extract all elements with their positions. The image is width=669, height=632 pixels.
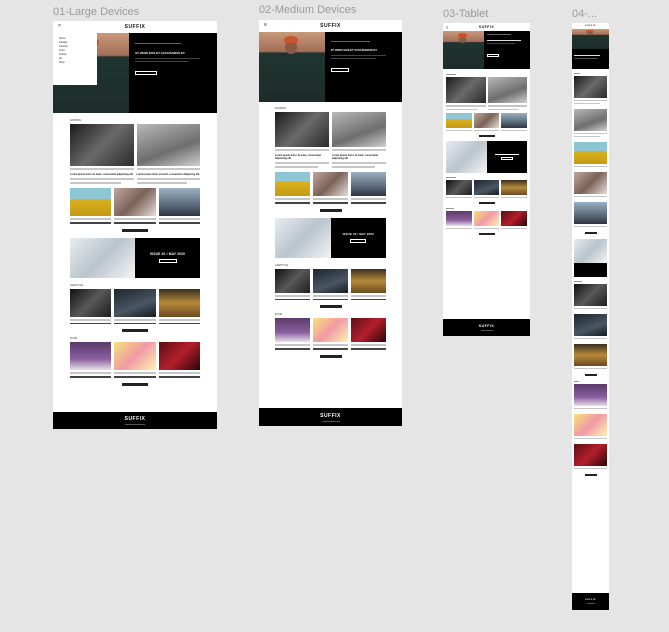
- menu-item[interactable]: Culture: [59, 53, 67, 56]
- article-title[interactable]: Lorem ipsum dolor sit amet, consectetur …: [136, 173, 200, 176]
- site-footer: SUFFIX: [572, 593, 609, 610]
- footer-logo[interactable]: SUFFIX: [478, 324, 495, 328]
- issue-title: ISSUE 20 / MAY 2020: [149, 252, 186, 256]
- load-more-button[interactable]: [122, 228, 148, 232]
- read-more-button[interactable]: [135, 70, 157, 75]
- menu-item[interactable]: Lifestyle: [59, 45, 68, 48]
- load-more-button[interactable]: [319, 208, 342, 212]
- section-label: FOOD: [275, 313, 283, 316]
- read-more-button[interactable]: [486, 54, 499, 57]
- section-label: FASHION: [70, 119, 81, 122]
- load-more-button[interactable]: [122, 382, 148, 386]
- issue-banner: ISSUE 20 / MAY 2020: [275, 217, 386, 258]
- read-more-button[interactable]: [330, 67, 349, 72]
- section-label: LIFESTYLE: [70, 283, 84, 287]
- hero-panel: AT VERO EOS ET ACCUSAMUS ET: [129, 33, 217, 113]
- issue-banner: ISSUE 20 / MAY 2020: [70, 237, 200, 278]
- menu-item[interactable]: Art: [59, 57, 63, 60]
- article-image: [70, 124, 134, 166]
- load-more-button[interactable]: [319, 305, 342, 308]
- magazine-image: [70, 237, 135, 278]
- menu-item[interactable]: Food: [59, 49, 65, 52]
- load-more-button[interactable]: [319, 354, 342, 358]
- menu-item[interactable]: Shop: [59, 61, 65, 64]
- article-card[interactable]: Lorem ipsum dolor sit amet, consectetur …: [136, 124, 200, 184]
- site-header: × SUFFIX: [53, 21, 217, 33]
- menu-item[interactable]: Home: [59, 37, 66, 40]
- section-label: FOOD: [70, 337, 78, 340]
- hero-image: [259, 32, 325, 102]
- site-footer: SUFFIX: [259, 408, 402, 426]
- issue-title: ISSUE 20 / MAY 2020: [342, 232, 374, 236]
- hero: AT VERO EOS ET ACCUSAMUS ET: [259, 32, 402, 102]
- footer-logo[interactable]: SUFFIX: [585, 599, 596, 601]
- article-title[interactable]: Lorem ipsum dolor sit amet, consectetur …: [70, 173, 133, 176]
- article-card[interactable]: Lorem ipsum dolor sit amet, consectetur …: [70, 124, 134, 184]
- site-header: SUFFIX: [572, 23, 609, 29]
- menu-item[interactable]: Fashion: [59, 41, 68, 44]
- site-logo[interactable]: SUFFIX: [320, 23, 341, 29]
- artboard-mobile[interactable]: SUFFIX SUFFIX: [572, 23, 609, 610]
- site-footer: SUFFIX: [53, 412, 217, 429]
- load-more-button[interactable]: [122, 329, 148, 332]
- article-image: [136, 124, 200, 166]
- nav-menu: Home Fashion Lifestyle Food Culture Art …: [53, 33, 97, 85]
- frame-label-large: 01-Large Devices: [53, 6, 140, 18]
- artboard-medium[interactable]: ≡ SUFFIX AT VERO EOS ET ACCUSAMUS ET FAS…: [259, 20, 402, 426]
- frame-label-mobile: 04-...: [572, 8, 598, 20]
- footer-logo[interactable]: SUFFIX: [320, 412, 341, 419]
- article-card[interactable]: Lorem ipsum dolor sit amet, consectetur …: [275, 112, 329, 168]
- article-card[interactable]: Lorem ipsum dolor sit amet, consectetur …: [332, 112, 386, 168]
- frame-label-medium: 02-Medium Devices: [259, 4, 357, 16]
- site-header: ≡ SUFFIX: [259, 20, 402, 32]
- subscribe-button[interactable]: [158, 259, 177, 263]
- frame-label-tablet: 03-Tablet: [443, 8, 489, 20]
- article-title[interactable]: Lorem ipsum dolor sit amet, consectetur …: [275, 154, 322, 160]
- article-title[interactable]: Lorem ipsum dolor sit amet, consectetur …: [332, 154, 379, 160]
- subscribe-button[interactable]: [350, 239, 367, 243]
- hamburger-icon[interactable]: ≡: [264, 22, 267, 28]
- hero-headline: AT VERO EOS ET ACCUSAMUS ET: [330, 48, 377, 52]
- hero-headline: AT VERO EOS ET ACCUSAMUS ET: [135, 51, 185, 55]
- hamburger-icon[interactable]: ≡: [446, 25, 449, 30]
- hero: [443, 31, 530, 69]
- site-header: ≡ SUFFIX: [443, 23, 530, 31]
- site-logo[interactable]: SUFFIX: [585, 25, 596, 27]
- site-logo[interactable]: SUFFIX: [478, 25, 495, 29]
- section-label: LIFESTYLE: [275, 263, 289, 267]
- close-icon[interactable]: ×: [58, 23, 61, 29]
- section-label: FASHION: [275, 107, 286, 110]
- site-logo[interactable]: SUFFIX: [124, 24, 146, 30]
- hero-panel: AT VERO EOS ET ACCUSAMUS ET: [324, 32, 402, 102]
- artboard-tablet[interactable]: ≡ SUFFIX: [443, 23, 530, 336]
- site-footer: SUFFIX: [443, 319, 530, 336]
- footer-logo[interactable]: SUFFIX: [124, 416, 146, 422]
- artboard-large[interactable]: × SUFFIX AT VERO EOS ET ACCUSAMUS ET Hom…: [53, 21, 217, 429]
- section-label: [446, 74, 456, 75]
